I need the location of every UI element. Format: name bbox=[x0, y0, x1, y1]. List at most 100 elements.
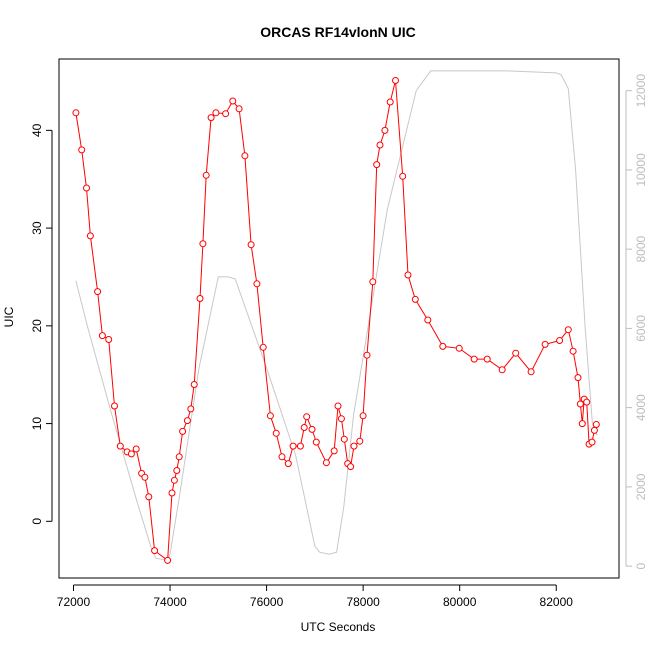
x-tick-label: 78000 bbox=[346, 595, 380, 609]
data-point bbox=[363, 351, 371, 359]
data-point bbox=[373, 161, 381, 169]
x-tick-label: 82000 bbox=[540, 595, 574, 609]
data-point bbox=[212, 109, 220, 117]
y2-tick-label: 0 bbox=[634, 562, 648, 569]
data-point bbox=[330, 447, 338, 455]
data-point bbox=[392, 77, 399, 84]
data-point bbox=[183, 417, 191, 425]
x-tick-label: 80000 bbox=[443, 595, 477, 609]
y2-tick-label: 2000 bbox=[634, 473, 648, 500]
secondary-series bbox=[75, 70, 598, 561]
data-point bbox=[350, 442, 358, 450]
data-point bbox=[116, 442, 124, 450]
data-point bbox=[266, 412, 274, 420]
data-point bbox=[498, 366, 506, 374]
y-tick-label: 40 bbox=[30, 123, 44, 137]
data-point bbox=[289, 442, 297, 450]
data-point bbox=[483, 355, 491, 363]
data-point bbox=[455, 344, 463, 352]
data-point bbox=[322, 459, 330, 467]
data-point bbox=[179, 427, 187, 435]
data-point bbox=[334, 402, 342, 410]
data-point bbox=[376, 141, 384, 149]
data-point bbox=[272, 429, 280, 437]
data-point bbox=[527, 368, 535, 376]
data-point bbox=[312, 438, 320, 446]
data-point bbox=[111, 402, 118, 410]
y2-tick-label: 10000 bbox=[634, 153, 648, 187]
x-tick-label: 76000 bbox=[250, 595, 284, 609]
data-point bbox=[241, 152, 249, 160]
y-axis-left: 0 10 20 30 40 bbox=[30, 123, 53, 525]
data-point bbox=[145, 493, 153, 501]
data-point bbox=[359, 412, 367, 420]
data-point bbox=[424, 316, 432, 324]
data-point bbox=[173, 467, 181, 474]
data-point bbox=[105, 336, 113, 343]
primary-series bbox=[72, 77, 600, 564]
data-point bbox=[340, 435, 348, 443]
data-point bbox=[170, 476, 178, 484]
chart-title: ORCAS RF14vlonN UIC bbox=[260, 24, 416, 40]
data-point bbox=[296, 442, 304, 450]
data-point bbox=[590, 426, 598, 434]
data-point bbox=[386, 98, 394, 106]
x-tick-label: 72000 bbox=[57, 595, 91, 609]
y-axis-right: 0 2000 4000 6000 8000 10000 12000 bbox=[625, 74, 648, 569]
data-point bbox=[404, 271, 412, 279]
data-point bbox=[151, 547, 159, 555]
data-point bbox=[98, 332, 106, 340]
plot-box bbox=[58, 58, 620, 579]
data-point bbox=[94, 288, 102, 296]
data-point bbox=[308, 425, 316, 433]
secondary-series-line bbox=[75, 70, 598, 561]
data-point bbox=[564, 326, 572, 334]
plot-frame bbox=[58, 58, 620, 579]
data-point bbox=[141, 473, 149, 481]
y-tick-label: 20 bbox=[30, 319, 44, 333]
data-point bbox=[574, 374, 582, 382]
data-point bbox=[369, 278, 377, 286]
y2-tick-label: 6000 bbox=[634, 315, 648, 342]
data-point bbox=[164, 556, 172, 564]
data-point bbox=[381, 126, 389, 134]
data-point bbox=[576, 400, 584, 408]
data-point bbox=[199, 240, 207, 248]
y-tick-label: 0 bbox=[30, 518, 44, 525]
y-tick-label: 30 bbox=[30, 221, 44, 235]
data-point bbox=[284, 460, 292, 468]
data-point bbox=[229, 97, 237, 105]
data-point bbox=[556, 337, 564, 344]
data-point bbox=[278, 453, 286, 461]
data-point bbox=[411, 295, 419, 303]
data-point bbox=[190, 381, 198, 388]
data-point bbox=[470, 355, 478, 363]
data-point bbox=[78, 146, 86, 154]
data-point bbox=[592, 421, 600, 428]
data-point bbox=[588, 438, 596, 446]
data-point bbox=[202, 171, 210, 179]
data-point bbox=[259, 343, 267, 351]
data-point bbox=[127, 450, 135, 458]
data-point bbox=[86, 232, 94, 240]
data-point bbox=[235, 105, 243, 113]
data-point bbox=[187, 405, 195, 413]
data-point bbox=[196, 295, 204, 302]
data-point bbox=[541, 340, 549, 348]
data-point bbox=[399, 172, 407, 180]
primary-series-line bbox=[75, 80, 597, 562]
data-point bbox=[253, 280, 261, 288]
data-point bbox=[222, 110, 230, 118]
data-point bbox=[337, 415, 345, 423]
data-point bbox=[72, 109, 80, 117]
data-point bbox=[83, 184, 90, 192]
data-point bbox=[583, 398, 591, 406]
data-point bbox=[578, 420, 586, 428]
data-point bbox=[132, 445, 140, 453]
x-axis: 72000 74000 76000 78000 80000 82000 bbox=[57, 584, 574, 609]
y2-tick-label: 8000 bbox=[634, 235, 648, 262]
data-point bbox=[247, 241, 255, 249]
data-point bbox=[168, 489, 176, 497]
data-point bbox=[569, 347, 577, 355]
